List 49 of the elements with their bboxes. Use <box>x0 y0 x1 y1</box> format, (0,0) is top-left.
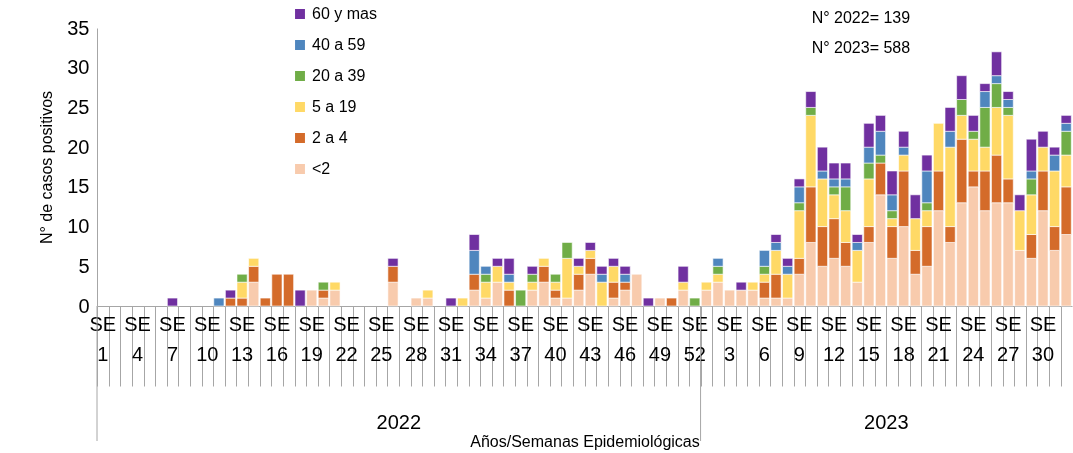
y-tick-label: 25 <box>67 95 90 118</box>
x-tick-label: SE 34 <box>472 312 500 365</box>
x-tick-label: SE 4 <box>124 312 151 365</box>
x-tick-label: SE 15 <box>855 312 883 365</box>
x-tick-label: SE 22 <box>333 312 360 365</box>
x-tick-label: SE 31 <box>437 312 465 365</box>
x-tick-label: SE 30 <box>1029 312 1057 365</box>
x-tick-label: SE 49 <box>646 312 674 365</box>
x-tick-label: SE 40 <box>542 312 569 365</box>
y-tick-label: 20 <box>67 135 90 158</box>
x-tick-label: SE 7 <box>159 312 186 365</box>
legend-label: 60 y mas <box>312 5 377 22</box>
y-tick-label: 0 <box>78 294 90 317</box>
y-tick-label: 10 <box>67 215 90 238</box>
y-tick-label: 35 <box>67 16 90 39</box>
legend-label: <2 <box>312 160 331 177</box>
x-tick-label: SE 1 <box>89 312 117 365</box>
annotation: N° 2023= 588 <box>811 39 911 56</box>
x-tick-label: SE 43 <box>576 312 604 365</box>
bar <box>167 297 178 307</box>
x-tick-label: SE 21 <box>925 312 952 365</box>
x-tick-label: SE 13 <box>228 312 256 365</box>
y-tick-label: 5 <box>78 254 90 277</box>
x-tick-label: SE 16 <box>263 312 291 365</box>
text: 2023 <box>864 411 909 433</box>
y-tick-label: 15 <box>67 175 90 198</box>
legend-label: 2 a 4 <box>312 129 348 146</box>
x-tick-label: SE 12 <box>820 312 848 365</box>
x-tick-label: SE 28 <box>402 312 430 365</box>
x-tick-label: SE 18 <box>890 312 918 365</box>
x-tick-label: SE 6 <box>751 312 778 365</box>
x-tick-label: SE 27 <box>994 312 1022 365</box>
y-tick-label: 30 <box>67 56 90 79</box>
x-tick-label: SE 10 <box>193 312 221 365</box>
legend-label: 40 a 59 <box>312 36 366 53</box>
x-tick-label: SE 19 <box>298 312 326 365</box>
legend-label: 20 a 39 <box>312 67 366 84</box>
text: 2022 <box>376 411 422 433</box>
x-tick-label: SE 25 <box>368 312 395 365</box>
x-tick-label: SE 37 <box>507 312 534 365</box>
x-tick-label: SE 46 <box>611 312 639 365</box>
x-tick-label: SE 9 <box>785 312 813 365</box>
x-axis-title: Años/Semanas Epidemiológicas <box>470 432 700 450</box>
x-tick-label: SE 3 <box>716 312 743 365</box>
legend-label: 5 a 19 <box>312 98 357 115</box>
y-axis-title: N° de casos positivos <box>38 90 56 245</box>
text: N° 2022= 139 <box>811 9 911 26</box>
x-tick-label: SE 24 <box>960 312 987 365</box>
x-tick-label: SE 52 <box>681 312 709 365</box>
